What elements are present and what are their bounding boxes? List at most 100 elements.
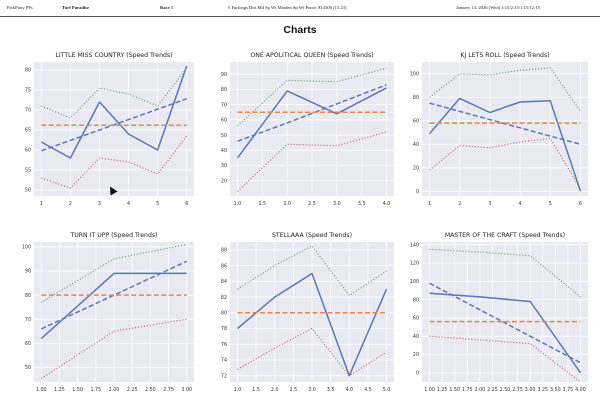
y-tick-label: 0 (416, 371, 419, 377)
y-tick-label: 80 (413, 297, 419, 303)
race-conditions: 5 Furlongs Dirt Md Sp Wt Maiden Sp Wt Pu… (228, 5, 347, 10)
x-tick-label: 4.5 (364, 387, 372, 393)
chart-title: MASTER OF THE CRAFT (Speed Trends) (445, 232, 565, 239)
y-tick-label: 78 (221, 326, 227, 332)
trend-line (41, 98, 187, 152)
x-tick-label: 2.75 (512, 387, 523, 393)
x-tick-label: 2.0 (283, 201, 291, 207)
speed-figures-line (428, 97, 582, 192)
x-tick-label: 3.0 (333, 201, 341, 207)
y-tick-label: 88 (221, 248, 227, 254)
x-tick-label: 1.5 (252, 387, 260, 393)
y-tick-label: 40 (413, 142, 419, 148)
y-tick-label: 50 (25, 188, 31, 194)
y-tick-label: 80 (221, 310, 227, 316)
x-tick-label: 1.25 (54, 387, 65, 393)
x-tick-label: 1.75 (90, 387, 101, 393)
y-tick-label: 72 (221, 373, 227, 379)
lower-band-line (40, 318, 187, 379)
y-tick-label: 60 (413, 118, 419, 124)
y-tick-label: 70 (25, 108, 31, 114)
lower-band-line (237, 327, 387, 377)
x-tick-label: 3.25 (537, 387, 548, 393)
y-tick-label: 20 (413, 352, 419, 358)
plot-area (422, 62, 588, 196)
y-tick-label: 70 (221, 102, 227, 108)
x-tick-label: 2.25 (127, 387, 138, 393)
y-tick-label: 30 (221, 163, 227, 169)
y-tick-label: 20 (221, 178, 227, 184)
speed-figures-line (237, 272, 388, 377)
x-tick-label: 4.00 (575, 387, 586, 393)
x-tick-label: 3.50 (550, 387, 561, 393)
x-tick-label: 2.00 (475, 387, 486, 393)
y-tick-label: 120 (410, 261, 419, 267)
x-tick-label: 2.50 (500, 387, 511, 393)
x-tick-label: 1 (428, 201, 431, 207)
race-date: January 14, 2026 (Wed) 3:15/2:15/1:15/12… (456, 5, 540, 10)
speed-figures-line (429, 292, 582, 374)
x-tick-label: 2 (458, 201, 461, 207)
upper-band-line (429, 67, 581, 112)
x-tick-label: 4.0 (383, 201, 391, 207)
y-tick-label: 40 (221, 148, 227, 154)
y-tick-label: 50 (221, 133, 227, 139)
y-tick-label: 65 (25, 128, 31, 134)
y-tick-label: 100 (22, 245, 31, 251)
x-tick-label: 3 (488, 201, 491, 207)
x-tick-label: 2 (69, 201, 72, 207)
y-tick-label: 0 (416, 189, 419, 195)
y-tick-label: 80 (25, 68, 31, 74)
y-tick-label: 140 (410, 242, 419, 248)
speed-trend-chart: LITTLE MISS COUNTRY (Speed Trends) 1 2 3 4 5 6… (25, 52, 194, 207)
y-tick-label: 50 (25, 365, 31, 371)
x-tick-label: 1.00 (424, 387, 435, 393)
x-tick-label: 1.5 (258, 201, 266, 207)
y-tick-label: 80 (221, 87, 227, 93)
x-tick-label: 5 (549, 201, 552, 207)
chart-title: KJ LETS ROLL (Speed Trends) (460, 52, 549, 59)
upper-band-line (429, 248, 581, 298)
x-tick-label: 3.0 (308, 387, 316, 393)
chart-title: STELLAAA (Speed Trends) (272, 232, 352, 239)
lower-band-line (237, 131, 387, 192)
y-tick-label: 60 (25, 148, 31, 154)
speed-trend-chart: TURN IT UPP (Speed Trends) 1.00 1.25 1.50 1.… (22, 232, 194, 393)
x-tick-label: 1.00 (36, 387, 47, 393)
trend-line (429, 282, 581, 364)
upper-band-line (237, 67, 387, 127)
y-tick-label: 55 (25, 168, 31, 174)
y-tick-label: 75 (25, 88, 31, 94)
x-tick-label: 1.75 (462, 387, 473, 393)
x-tick-label: 3.75 (563, 387, 574, 393)
x-tick-label: 4 (519, 201, 522, 207)
y-tick-label: 100 (410, 71, 419, 77)
x-tick-label: 5.0 (383, 387, 391, 393)
x-tick-label: 1.25 (437, 387, 448, 393)
x-tick-label: 4 (127, 201, 130, 207)
y-tick-label: 80 (25, 293, 31, 299)
speed-trend-chart: MASTER OF THE CRAFT (Speed Trends)1.00 1.… (410, 232, 588, 393)
page-title: Charts (283, 24, 317, 36)
y-tick-label: 76 (221, 342, 227, 348)
x-tick-label: 1.0 (234, 201, 242, 207)
plot-area (34, 62, 194, 196)
y-tick-label: 90 (25, 269, 31, 275)
x-tick-label: 2.5 (290, 387, 298, 393)
x-tick-label: 3 (98, 201, 101, 207)
x-tick-label: 6 (579, 201, 582, 207)
chart-title: ONE APOLITICAL QUEEN (Speed Trends) (250, 52, 373, 59)
x-tick-label: 1 (40, 201, 43, 207)
speed-trend-chart: KJ LETS ROLL (Speed Trends)1 2 3 4 5 60204060… (410, 52, 588, 207)
x-tick-label: 2.50 (145, 387, 156, 393)
speed-trend-chart: ONE APOLITICAL QUEEN (Speed Trends) 1.0 1.… (221, 52, 394, 207)
y-tick-label: 82 (221, 295, 227, 301)
lower-band-line (41, 135, 188, 189)
y-tick-label: 70 (25, 317, 31, 323)
y-tick-label: 60 (221, 118, 227, 124)
x-tick-label: 2.00 (109, 387, 120, 393)
x-tick-label: 3.00 (181, 387, 192, 393)
x-tick-label: 5 (156, 201, 159, 207)
race-number: Race 1 (160, 5, 174, 10)
x-tick-label: 1.50 (449, 387, 460, 393)
